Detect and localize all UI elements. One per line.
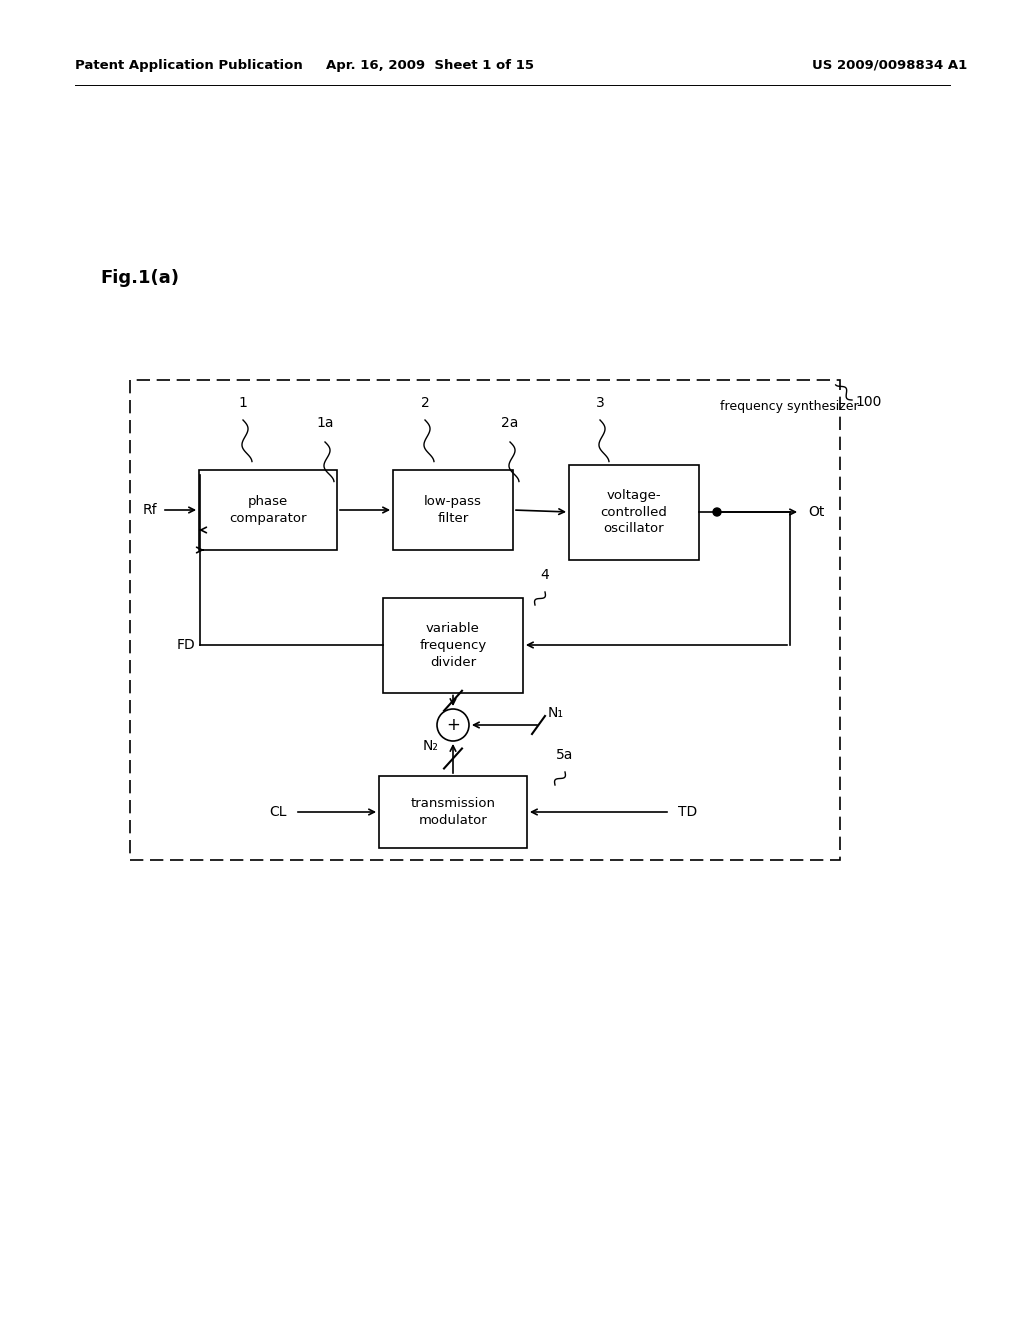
Text: 1a: 1a xyxy=(316,416,334,430)
Circle shape xyxy=(713,508,721,516)
Text: 2a: 2a xyxy=(502,416,519,430)
Text: 100: 100 xyxy=(855,395,882,409)
Text: low-pass
filter: low-pass filter xyxy=(424,495,482,525)
Text: Apr. 16, 2009  Sheet 1 of 15: Apr. 16, 2009 Sheet 1 of 15 xyxy=(326,58,534,71)
Text: 1: 1 xyxy=(239,396,248,411)
Text: CL: CL xyxy=(269,805,287,818)
Text: N₁: N₁ xyxy=(548,706,564,719)
Text: voltage-
controlled
oscillator: voltage- controlled oscillator xyxy=(600,488,668,536)
Text: 3: 3 xyxy=(596,396,604,411)
Circle shape xyxy=(437,709,469,741)
Text: 4: 4 xyxy=(541,568,549,582)
Text: 5a: 5a xyxy=(556,748,573,762)
Bar xyxy=(379,776,527,847)
Text: TD: TD xyxy=(678,805,697,818)
Bar xyxy=(393,470,513,550)
Text: N₂: N₂ xyxy=(423,739,439,754)
Bar xyxy=(130,380,840,861)
Bar xyxy=(569,465,699,560)
Text: Ot: Ot xyxy=(808,506,824,519)
Text: FD: FD xyxy=(176,638,195,652)
Text: Fig.1(a): Fig.1(a) xyxy=(100,269,179,286)
Text: transmission
modulator: transmission modulator xyxy=(411,797,496,828)
Text: US 2009/0098834 A1: US 2009/0098834 A1 xyxy=(812,58,968,71)
Text: variable
frequency
divider: variable frequency divider xyxy=(420,622,486,668)
Bar xyxy=(199,470,337,550)
Text: frequency synthesizer: frequency synthesizer xyxy=(720,400,859,413)
Text: Rf: Rf xyxy=(142,503,157,517)
Text: 2: 2 xyxy=(421,396,429,411)
Text: +: + xyxy=(446,715,460,734)
Text: phase
comparator: phase comparator xyxy=(229,495,307,525)
Text: Patent Application Publication: Patent Application Publication xyxy=(75,58,303,71)
Bar xyxy=(383,598,523,693)
